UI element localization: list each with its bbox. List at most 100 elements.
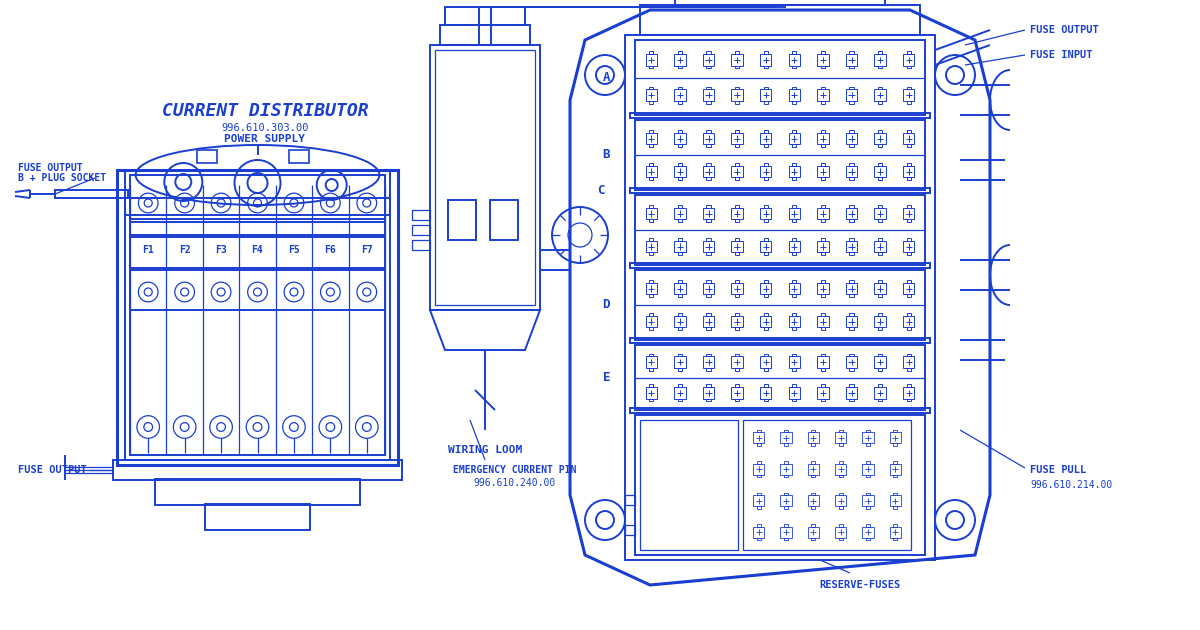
Bar (792, 384, 797, 387)
Bar (890, 464, 901, 475)
Bar (760, 208, 772, 219)
Bar (784, 430, 788, 432)
Bar (763, 280, 768, 283)
Text: RESERVE-FUSES: RESERVE-FUSES (820, 580, 901, 590)
Bar (866, 538, 870, 541)
Bar (646, 208, 658, 219)
Bar (792, 66, 797, 68)
Bar (731, 316, 743, 327)
Bar (412, 210, 430, 220)
Bar (894, 475, 898, 478)
Bar (707, 177, 710, 180)
Bar (894, 524, 898, 527)
Bar (763, 384, 768, 387)
Bar (649, 144, 653, 147)
Bar (850, 87, 853, 89)
Bar (907, 294, 911, 297)
Bar (792, 327, 797, 330)
Bar (448, 200, 476, 240)
Bar (703, 89, 714, 101)
Bar (866, 430, 870, 432)
Bar (878, 101, 882, 103)
Bar (878, 294, 882, 297)
Bar (678, 313, 682, 316)
Bar (878, 313, 882, 316)
Bar (736, 130, 739, 133)
Bar (866, 507, 870, 509)
Bar (788, 166, 800, 177)
Bar (763, 177, 768, 180)
Bar (821, 238, 824, 241)
Bar (792, 52, 797, 54)
Bar (736, 354, 739, 357)
Bar (784, 538, 788, 541)
Bar (625, 495, 635, 505)
Bar (678, 101, 682, 103)
Bar (763, 66, 768, 68)
Bar (792, 144, 797, 147)
Bar (731, 208, 743, 219)
Bar (811, 524, 815, 527)
Bar (792, 368, 797, 370)
Bar (839, 461, 842, 464)
Bar (707, 252, 710, 255)
Bar (850, 130, 853, 133)
Bar (846, 54, 857, 66)
Bar (678, 399, 682, 401)
Bar (703, 208, 714, 219)
Bar (678, 66, 682, 68)
Bar (635, 415, 925, 555)
Bar (736, 252, 739, 255)
Bar (630, 338, 930, 343)
Bar (821, 205, 824, 208)
Bar (878, 163, 882, 166)
Text: EMERGENCY CURRENT PIN: EMERGENCY CURRENT PIN (454, 465, 577, 475)
Text: B + PLUG SOCKET: B + PLUG SOCKET (18, 173, 106, 183)
Bar (811, 493, 815, 495)
Bar (866, 524, 870, 527)
Bar (646, 133, 658, 144)
Bar (646, 387, 658, 399)
Bar (817, 241, 829, 252)
Bar (878, 130, 882, 133)
Bar (649, 399, 653, 401)
Bar (635, 345, 925, 410)
Bar (850, 66, 853, 68)
Bar (757, 475, 761, 478)
Bar (817, 283, 829, 294)
Bar (902, 357, 914, 368)
Bar (55, 190, 128, 198)
Bar (430, 45, 540, 310)
Bar (846, 387, 857, 399)
Bar (763, 52, 768, 54)
Bar (731, 166, 743, 177)
Bar (850, 252, 853, 255)
Bar (757, 461, 761, 464)
Bar (155, 479, 360, 505)
Bar (649, 384, 653, 387)
Bar (878, 354, 882, 357)
Bar (792, 163, 797, 166)
Bar (846, 241, 857, 252)
Bar (894, 444, 898, 446)
Bar (902, 241, 914, 252)
Bar (674, 387, 685, 399)
Bar (678, 130, 682, 133)
Bar (846, 166, 857, 177)
Bar (846, 316, 857, 327)
Bar (821, 130, 824, 133)
Bar (649, 327, 653, 330)
Bar (788, 283, 800, 294)
Bar (835, 527, 846, 538)
Bar (839, 430, 842, 432)
Bar (878, 52, 882, 54)
Bar (678, 294, 682, 297)
Bar (649, 368, 653, 370)
Bar (784, 507, 788, 509)
Bar (760, 166, 772, 177)
Bar (792, 219, 797, 222)
Bar (817, 316, 829, 327)
Bar (646, 316, 658, 327)
Bar (754, 527, 764, 538)
Bar (821, 384, 824, 387)
